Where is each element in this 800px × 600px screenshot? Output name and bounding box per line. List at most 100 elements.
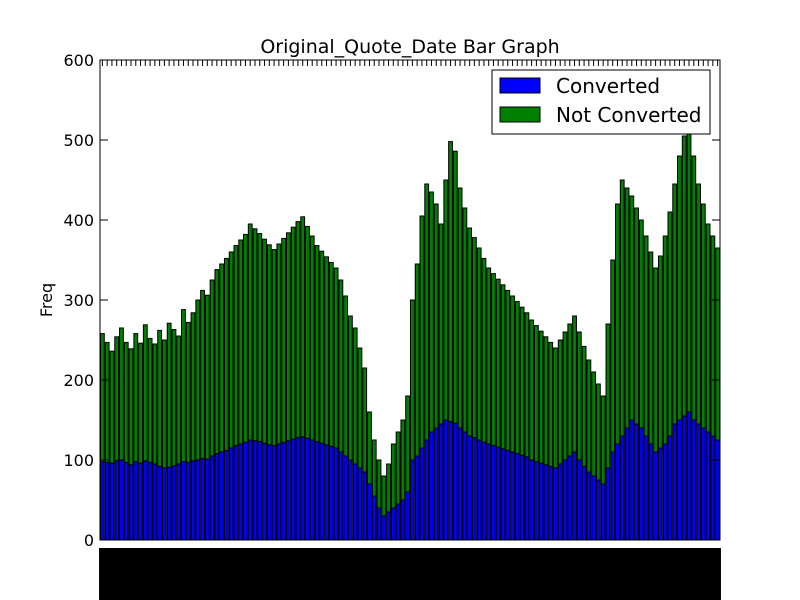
x-tick-label-glyph	[609, 548, 617, 600]
bar-converted	[648, 443, 654, 541]
x-tick-label-glyph	[175, 548, 183, 600]
bar-converted	[424, 439, 430, 541]
bar-converted	[114, 460, 120, 541]
bar-not-converted	[152, 343, 158, 465]
bar-not-converted	[457, 187, 463, 429]
bar-converted	[700, 427, 706, 541]
bar-not-converted	[638, 219, 644, 429]
bar-not-converted	[519, 306, 525, 456]
bar-not-converted	[233, 245, 239, 447]
bar-not-converted	[605, 323, 611, 469]
bar-converted	[128, 464, 134, 541]
x-tick-label-glyph	[361, 548, 369, 600]
bar-not-converted	[514, 301, 520, 455]
x-tick-label-glyph	[533, 548, 540, 600]
bar-not-converted	[223, 257, 229, 451]
x-tick-label-glyph	[585, 548, 593, 600]
x-tick-label-glyph	[151, 548, 159, 600]
x-tick-label-glyph	[308, 548, 316, 600]
bar-not-converted	[691, 155, 697, 421]
bar-converted	[557, 463, 563, 541]
bar-not-converted	[600, 395, 606, 485]
x-tick-label-glyph	[637, 548, 645, 600]
bar-converted	[324, 444, 329, 541]
bar-converted	[595, 479, 601, 541]
bar-not-converted	[171, 329, 177, 467]
bar-not-converted	[238, 239, 244, 445]
bar-converted	[634, 423, 639, 541]
x-tick-label-glyph	[695, 548, 702, 600]
x-tick-label-glyph	[552, 548, 559, 600]
bar-not-converted	[281, 237, 287, 443]
x-tick-label-glyph	[304, 548, 311, 600]
x-tick-label-glyph	[385, 548, 392, 600]
bar-not-converted	[390, 443, 396, 509]
x-tick-label-glyph	[437, 548, 445, 600]
x-tick-label-glyph	[566, 548, 574, 600]
bar-not-converted	[185, 321, 191, 463]
bar-not-converted	[452, 150, 458, 424]
bar-not-converted	[114, 336, 120, 462]
bar-converted	[409, 459, 415, 541]
bar-converted	[476, 439, 482, 541]
bar-not-converted	[109, 350, 115, 464]
x-tick-label-glyph	[614, 548, 621, 600]
bar-not-converted	[200, 289, 205, 459]
bar-converted	[662, 443, 668, 541]
x-tick-label-glyph	[561, 548, 569, 600]
x-tick-label-glyph	[256, 548, 264, 600]
x-tick-label-glyph	[299, 548, 307, 600]
bar-converted	[691, 419, 697, 541]
bar-converted	[257, 441, 263, 541]
bar-not-converted	[266, 244, 272, 446]
bar-converted	[414, 455, 420, 541]
bar-not-converted	[533, 325, 539, 463]
bar-converted	[491, 445, 496, 541]
bar-not-converted	[128, 348, 134, 466]
bar-converted	[190, 460, 196, 541]
bar-converted	[99, 461, 105, 541]
y-tick-label: 600	[63, 51, 94, 70]
bar-converted	[247, 439, 253, 541]
x-tick-label-glyph	[590, 548, 597, 600]
x-tick-label-glyph	[180, 548, 187, 600]
bar-converted	[195, 459, 201, 541]
x-tick-label-glyph	[366, 548, 373, 600]
bar-converted	[104, 461, 110, 541]
bar-converted	[328, 445, 334, 541]
bar-not-converted	[624, 187, 630, 429]
bar-converted	[266, 444, 272, 541]
bar-converted	[333, 447, 339, 541]
x-tick-label-glyph	[223, 548, 230, 600]
x-tick-label-glyph	[261, 548, 268, 600]
x-tick-label-glyph	[113, 548, 121, 600]
x-tick-label-glyph	[184, 548, 192, 600]
bar-not-converted	[367, 411, 372, 485]
x-tick-label-glyph	[680, 548, 688, 600]
x-tick-label-glyph	[103, 548, 111, 600]
x-tick-label-glyph	[137, 548, 144, 600]
x-tick-label-glyph	[108, 548, 116, 600]
x-tick-label-glyph	[633, 548, 640, 600]
bar-not-converted	[424, 183, 430, 441]
bar-not-converted	[524, 312, 530, 458]
bar-converted	[295, 437, 301, 541]
bar-converted	[181, 461, 186, 541]
bar-not-converted	[448, 141, 453, 423]
x-tick-label-glyph	[285, 548, 292, 600]
x-tick-label-glyph	[661, 548, 669, 600]
x-tick-label-glyph	[604, 548, 612, 600]
x-tick-label-glyph	[227, 548, 235, 600]
bar-not-converted	[243, 233, 248, 443]
bar-converted	[629, 419, 635, 541]
bar-converted	[591, 475, 597, 541]
bar-converted	[452, 422, 458, 541]
bar-converted	[119, 459, 124, 541]
legend-label-not-converted: Not Converted	[556, 103, 701, 127]
y-tick-label: 500	[63, 131, 94, 150]
bar-converted	[386, 511, 391, 541]
x-tick-label-glyph	[494, 548, 502, 600]
bar-converted	[228, 447, 234, 541]
bar-not-converted	[715, 247, 721, 441]
